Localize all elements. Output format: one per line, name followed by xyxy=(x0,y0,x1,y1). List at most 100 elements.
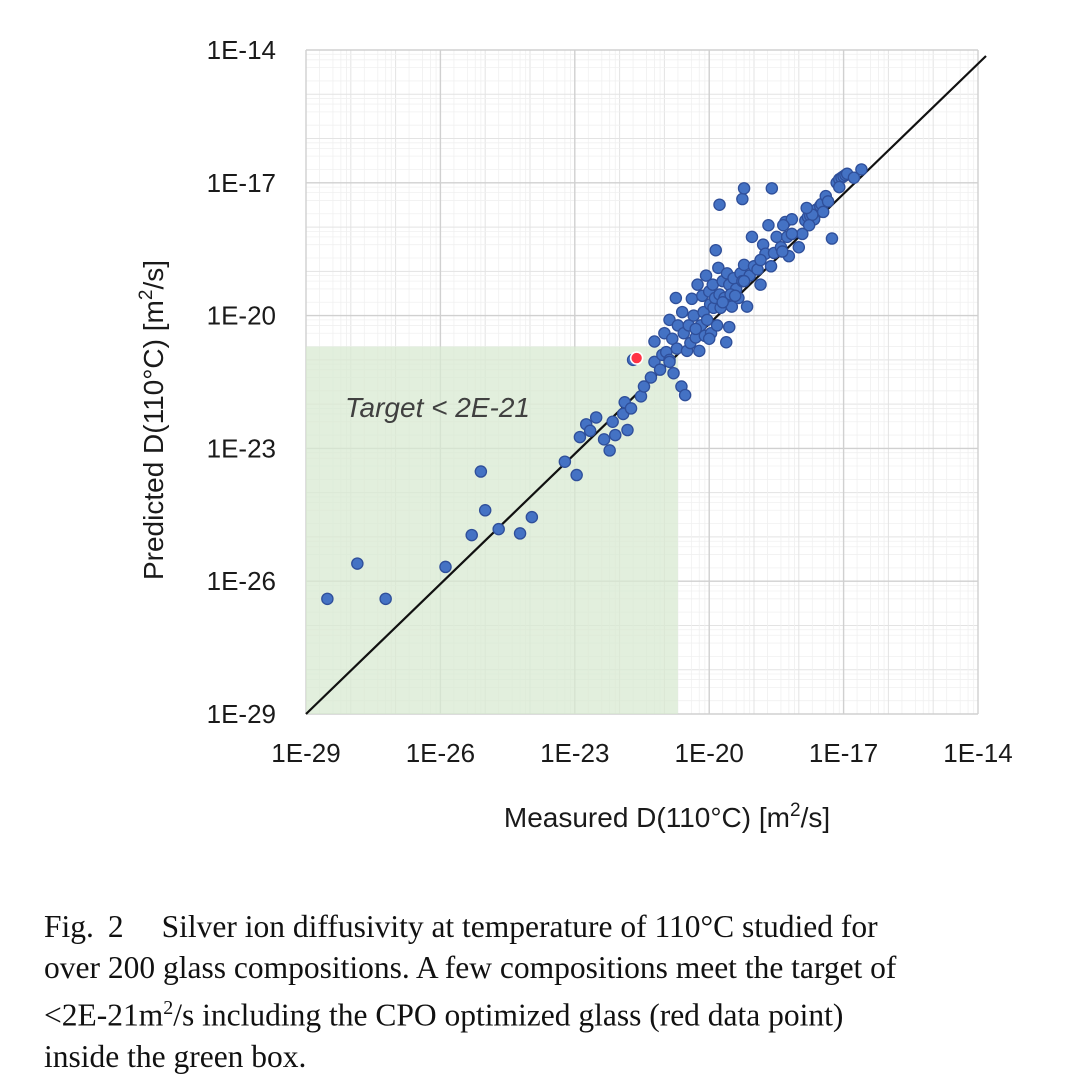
y-axis-title: Predicted D(110°C) [m2/s] xyxy=(136,260,169,580)
data-point xyxy=(663,355,676,369)
caption-text-2: over 200 glass compositions. A few compo… xyxy=(44,950,897,985)
data-point xyxy=(754,253,767,267)
data-point xyxy=(713,198,726,211)
data-point xyxy=(792,240,806,254)
data-point xyxy=(513,527,527,540)
data-point xyxy=(670,342,684,355)
data-point xyxy=(765,182,779,195)
caption-sup: 2 xyxy=(163,997,174,1019)
data-point xyxy=(624,402,638,415)
data-point xyxy=(736,192,749,206)
caption-line-2: over 200 glass compositions. A few compo… xyxy=(44,947,1054,988)
data-point xyxy=(712,261,725,275)
data-point xyxy=(653,363,667,376)
data-point xyxy=(821,195,835,208)
data-point xyxy=(702,332,716,345)
caption-text-3a: <2E-21m xyxy=(44,997,164,1033)
data-point xyxy=(762,218,775,232)
x-tick-label: 1E-14 xyxy=(943,738,1012,768)
data-point xyxy=(802,218,816,232)
caption-line-1: Fig. 2 Silver ion diffusivity at temperatu… xyxy=(44,906,1054,947)
caption-fig-label: Fig. xyxy=(44,909,94,944)
y-tick-label: 1E-29 xyxy=(207,699,276,729)
y-tick-label: 1E-23 xyxy=(207,433,276,463)
y-tick-label: 1E-20 xyxy=(207,301,276,331)
x-axis-title: Measured D(110°C) [m2/s] xyxy=(504,800,830,833)
data-point xyxy=(709,243,722,257)
data-point xyxy=(737,182,751,195)
data-point xyxy=(667,366,680,380)
data-point xyxy=(637,380,651,393)
data-point xyxy=(816,205,830,219)
data-point xyxy=(785,213,799,226)
caption-text-4: inside the green box. xyxy=(44,1038,307,1074)
x-tick-label: 1E-23 xyxy=(540,738,609,768)
data-point xyxy=(492,522,505,536)
data-point xyxy=(847,171,861,185)
data-point xyxy=(745,230,759,244)
data-point xyxy=(700,313,714,327)
data-point xyxy=(764,260,778,273)
data-point xyxy=(728,289,742,303)
caption-line-3: <2E-21m2/s including the CPO optimized g… xyxy=(44,988,1054,1036)
data-point xyxy=(474,465,488,478)
data-point xyxy=(558,455,572,468)
data-point xyxy=(603,444,616,457)
data-point xyxy=(776,245,789,258)
data-point xyxy=(573,430,587,444)
x-tick-label: 1E-17 xyxy=(809,738,878,768)
data-point xyxy=(465,528,478,542)
data-point xyxy=(685,292,699,306)
data-point xyxy=(777,218,790,232)
data-point xyxy=(525,510,539,524)
data-point xyxy=(719,336,733,349)
y-tick-label: 1E-17 xyxy=(207,168,276,198)
data-points xyxy=(321,163,868,606)
data-point xyxy=(754,278,767,291)
data-point xyxy=(648,335,661,348)
data-point xyxy=(669,291,683,305)
data-point xyxy=(570,468,583,482)
y-tick-label: 1E-26 xyxy=(207,566,276,596)
data-point xyxy=(379,592,392,606)
caption-text-1: Silver ion diffusivity at temperature of… xyxy=(161,909,878,944)
data-point xyxy=(722,320,736,334)
data-point xyxy=(621,423,634,437)
data-point xyxy=(606,415,619,428)
y-tick-label: 1E-14 xyxy=(207,35,276,65)
x-tick-labels: 1E-29 1E-26 1E-23 1E-20 1E-17 1E-14 xyxy=(271,738,1012,768)
data-point xyxy=(699,269,713,282)
data-point xyxy=(597,433,611,446)
x-tick-label: 1E-26 xyxy=(406,738,475,768)
caption-fig-number: 2 xyxy=(107,909,124,944)
data-point xyxy=(770,230,783,244)
target-annotation: Target < 2E-21 xyxy=(345,392,530,423)
data-point xyxy=(321,592,334,606)
data-point xyxy=(855,163,868,176)
caption-text-3b: /s including the CPO optimized glass (re… xyxy=(173,997,844,1033)
data-point xyxy=(716,296,729,309)
data-point xyxy=(710,319,724,332)
data-point xyxy=(785,227,799,241)
data-point xyxy=(644,371,658,384)
data-point xyxy=(609,428,622,442)
data-point xyxy=(740,300,754,313)
data-point xyxy=(675,305,689,319)
data-point xyxy=(678,388,692,402)
data-point xyxy=(583,424,597,438)
data-point xyxy=(589,411,603,424)
caption-line-4: inside the green box. xyxy=(44,1036,1054,1077)
data-point xyxy=(478,504,492,517)
x-tick-label: 1E-29 xyxy=(271,738,340,768)
scatter-chart: 1E-29 1E-26 1E-23 1E-20 1E-17 1E-14 1E-29 1E-2… xyxy=(136,35,1013,833)
data-point xyxy=(800,201,813,215)
figure-caption: Fig. 2 Silver ion diffusivity at temperatu… xyxy=(44,906,1054,1077)
data-point xyxy=(693,344,706,358)
data-point xyxy=(439,560,452,574)
data-point xyxy=(833,180,846,194)
highlight-data-point xyxy=(629,351,644,365)
data-point xyxy=(825,232,839,245)
data-point xyxy=(691,278,704,291)
data-point xyxy=(351,557,364,570)
data-point xyxy=(737,274,751,288)
